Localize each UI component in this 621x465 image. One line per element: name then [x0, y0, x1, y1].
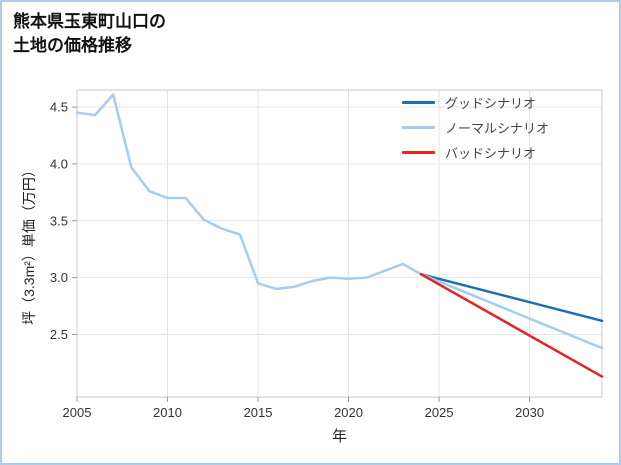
chart-title-line-2: 土地の価格推移 [13, 36, 132, 56]
plot-border [76, 89, 603, 398]
legend-line-bad-scenario [402, 151, 435, 154]
x-axis-label: 年 [331, 428, 347, 445]
good-scenario-line [419, 272, 604, 323]
y-tick-label: 2.5 [50, 327, 68, 342]
y-tick-label: 3.5 [50, 213, 68, 228]
y-axis-label: 坪（3.3m²）単価（万円） [21, 163, 37, 325]
normal-scenario-line [419, 272, 604, 350]
x-tick-label: 2030 [515, 405, 544, 420]
legend-line-normal-scenario [402, 126, 435, 129]
x-tick-label: 2020 [334, 405, 363, 420]
legend-item-normal-scenario: ノーマルシナリオ [402, 115, 549, 140]
y-tick-label: 3.0 [50, 270, 68, 285]
plot-area [77, 90, 602, 397]
history-price-line [75, 93, 423, 291]
legend-label-bad-scenario: バッドシナリオ [445, 146, 537, 161]
legend-line-good-scenario [402, 101, 435, 104]
x-tick-label: 2005 [63, 405, 92, 420]
y-tick-label: 4.5 [50, 100, 68, 115]
chart-title-line-1: 熊本県玉東町山口の [13, 12, 166, 31]
chart-legend: グッドシナリオ ノーマルシナリオ バッドシナリオ [402, 90, 549, 165]
x-tick-label: 2015 [244, 405, 273, 420]
y-tick-label: 4.0 [50, 156, 68, 171]
x-tick-label: 2010 [153, 405, 182, 420]
legend-item-good-scenario: グッドシナリオ [402, 90, 549, 115]
legend-label-normal-scenario: ノーマルシナリオ [445, 121, 550, 136]
chart-title: 熊本県玉東町山口の 土地の価格推移 [13, 10, 166, 58]
legend-item-bad-scenario: バッドシナリオ [402, 140, 549, 165]
legend-label-good-scenario: グッドシナリオ [445, 96, 537, 111]
x-tick-label: 2025 [425, 405, 454, 420]
bad-scenario-line [419, 272, 604, 378]
